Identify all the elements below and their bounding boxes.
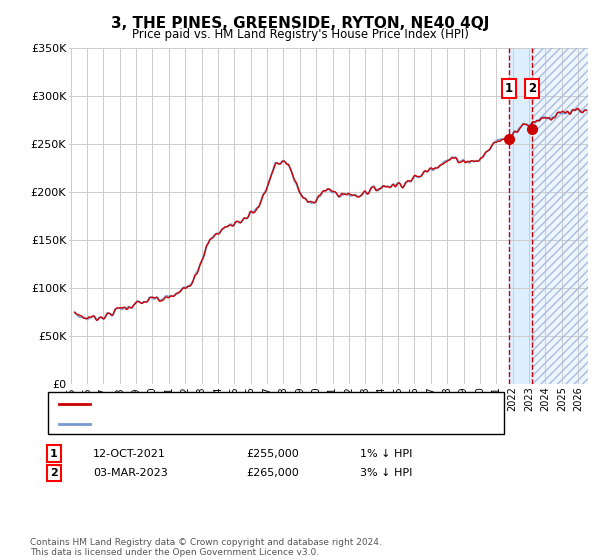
Text: 3, THE PINES, GREENSIDE, RYTON, NE40 4QJ (detached house): 3, THE PINES, GREENSIDE, RYTON, NE40 4QJ… (95, 399, 438, 409)
Text: 3, THE PINES, GREENSIDE, RYTON, NE40 4QJ: 3, THE PINES, GREENSIDE, RYTON, NE40 4QJ (111, 16, 489, 31)
Text: Contains HM Land Registry data © Crown copyright and database right 2024.
This d: Contains HM Land Registry data © Crown c… (30, 538, 382, 557)
Bar (532, 48, 588, 384)
Text: 1% ↓ HPI: 1% ↓ HPI (360, 449, 412, 459)
Text: HPI: Average price, detached house, Gateshead: HPI: Average price, detached house, Gate… (95, 418, 356, 428)
Text: £255,000: £255,000 (246, 449, 299, 459)
Text: 2: 2 (528, 82, 536, 95)
Text: Price paid vs. HM Land Registry's House Price Index (HPI): Price paid vs. HM Land Registry's House … (131, 28, 469, 41)
Bar (532, 48, 588, 384)
Text: £265,000: £265,000 (246, 468, 299, 478)
Bar (509, 48, 532, 384)
Text: 12-OCT-2021: 12-OCT-2021 (93, 449, 166, 459)
Text: 2: 2 (50, 468, 58, 478)
Text: 1: 1 (50, 449, 58, 459)
Text: 03-MAR-2023: 03-MAR-2023 (93, 468, 168, 478)
Text: 1: 1 (505, 82, 514, 95)
Text: 3% ↓ HPI: 3% ↓ HPI (360, 468, 412, 478)
